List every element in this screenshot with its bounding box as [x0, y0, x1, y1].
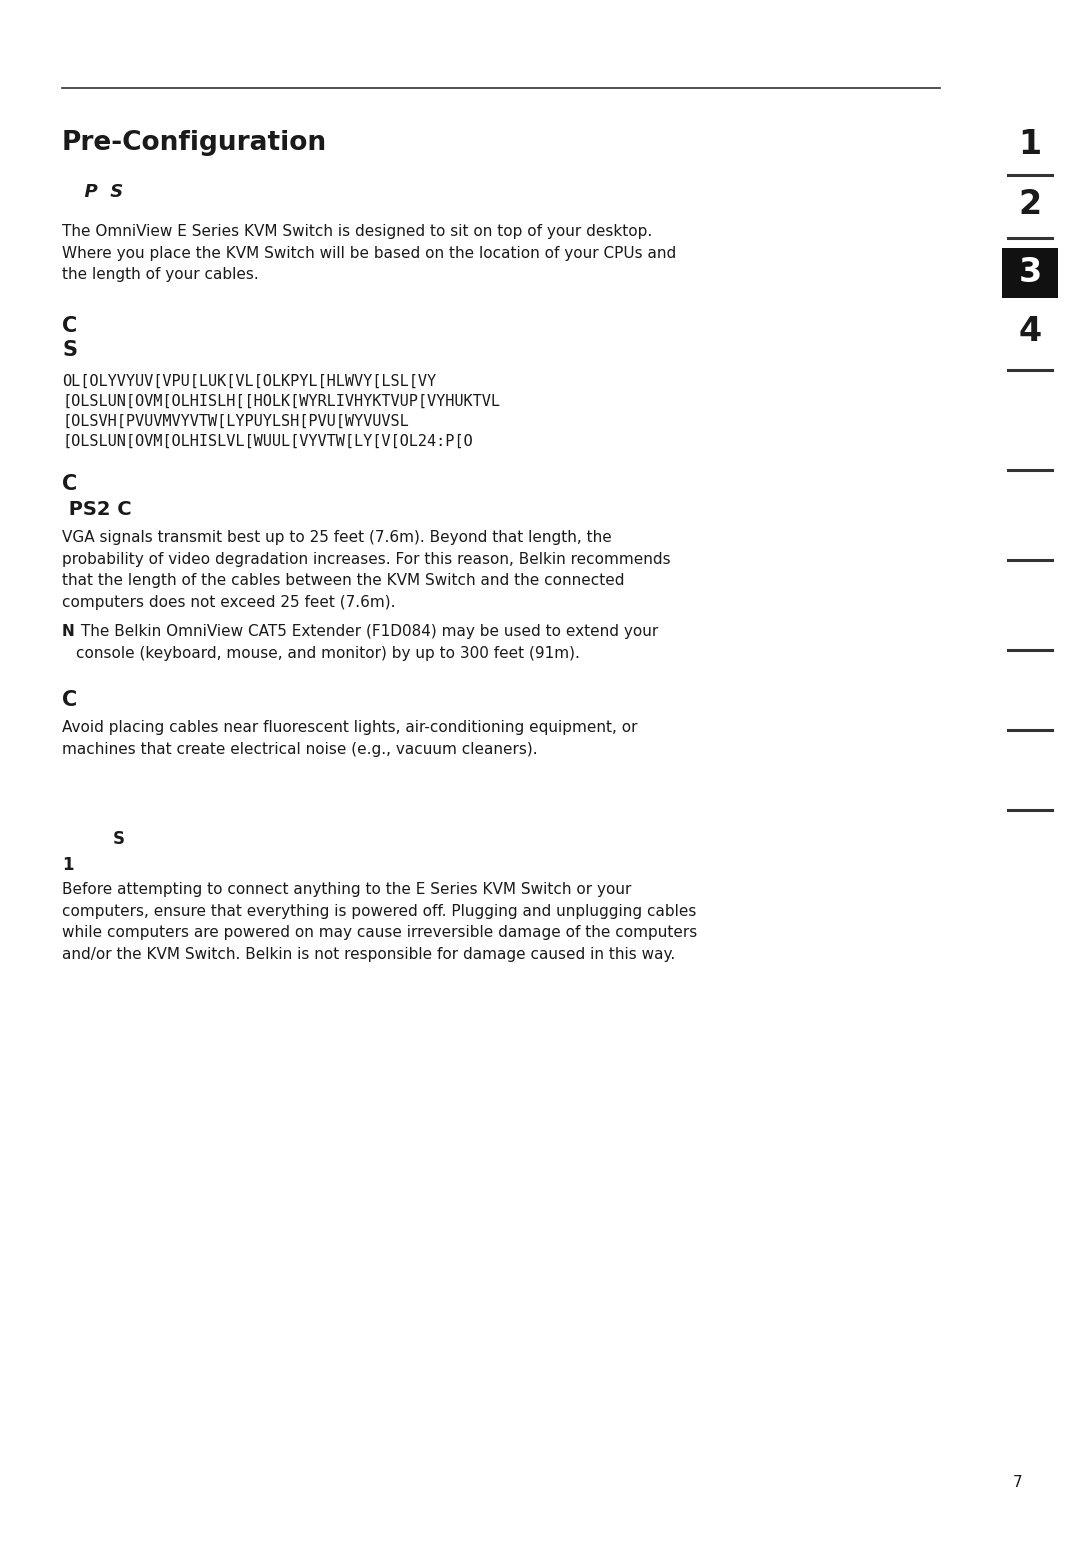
Text: 7: 7 — [1013, 1476, 1023, 1490]
Text: P  S: P S — [72, 183, 123, 200]
Text: PS2 C: PS2 C — [62, 500, 132, 520]
Text: N: N — [62, 625, 75, 638]
Text: Before attempting to connect anything to the E Series KVM Switch or your
compute: Before attempting to connect anything to… — [62, 882, 698, 962]
Text: The OmniView E Series KVM Switch is designed to sit on top of your desktop.
Wher: The OmniView E Series KVM Switch is desi… — [62, 224, 676, 282]
Text: C: C — [62, 689, 78, 709]
Text: S: S — [62, 339, 77, 359]
Text: 1: 1 — [1018, 128, 1041, 160]
Text: C: C — [62, 473, 78, 493]
Text: [OLSLUN[OVM[OLHISLH[[HOLK[WYRLIVHYKTVUP[VYHUKTVL: [OLSLUN[OVM[OLHISLH[[HOLK[WYRLIVHYKTVUP[… — [62, 395, 500, 409]
Bar — [1002, 248, 1058, 298]
Text: 3: 3 — [1018, 256, 1041, 290]
Text: Pre-Configuration: Pre-Configuration — [62, 130, 327, 156]
Text: C: C — [62, 316, 78, 336]
Text: The Belkin OmniView CAT5 Extender (F1D084) may be used to extend your
console (k: The Belkin OmniView CAT5 Extender (F1D08… — [76, 625, 658, 660]
Text: VGA signals transmit best up to 25 feet (7.6m). Beyond that length, the
probabil: VGA signals transmit best up to 25 feet … — [62, 530, 671, 609]
Text: OL[OLYVYUV[VPU[LUK[VL[OLKPYL[HLWVY[LSL[VY: OL[OLYVYUV[VPU[LUK[VL[OLKPYL[HLWVY[LSL[V… — [62, 375, 436, 389]
Text: S: S — [90, 830, 125, 848]
Text: 1: 1 — [62, 856, 73, 874]
Text: Avoid placing cables near fluorescent lights, air-conditioning equipment, or
mac: Avoid placing cables near fluorescent li… — [62, 720, 637, 757]
Text: 4: 4 — [1018, 315, 1041, 348]
Text: 2: 2 — [1018, 188, 1041, 221]
Text: [OLSLUN[OVM[OLHISLVL[WUUL[VYVTW[LY[V[OL24:P[O: [OLSLUN[OVM[OLHISLVL[WUUL[VYVTW[LY[V[OL2… — [62, 433, 473, 449]
Text: [OLSVH[PVUVMVYVTW[LYPUYLSH[PVU[WYVUVSL: [OLSVH[PVUVMVYVTW[LYPUYLSH[PVU[WYVUVSL — [62, 413, 408, 429]
